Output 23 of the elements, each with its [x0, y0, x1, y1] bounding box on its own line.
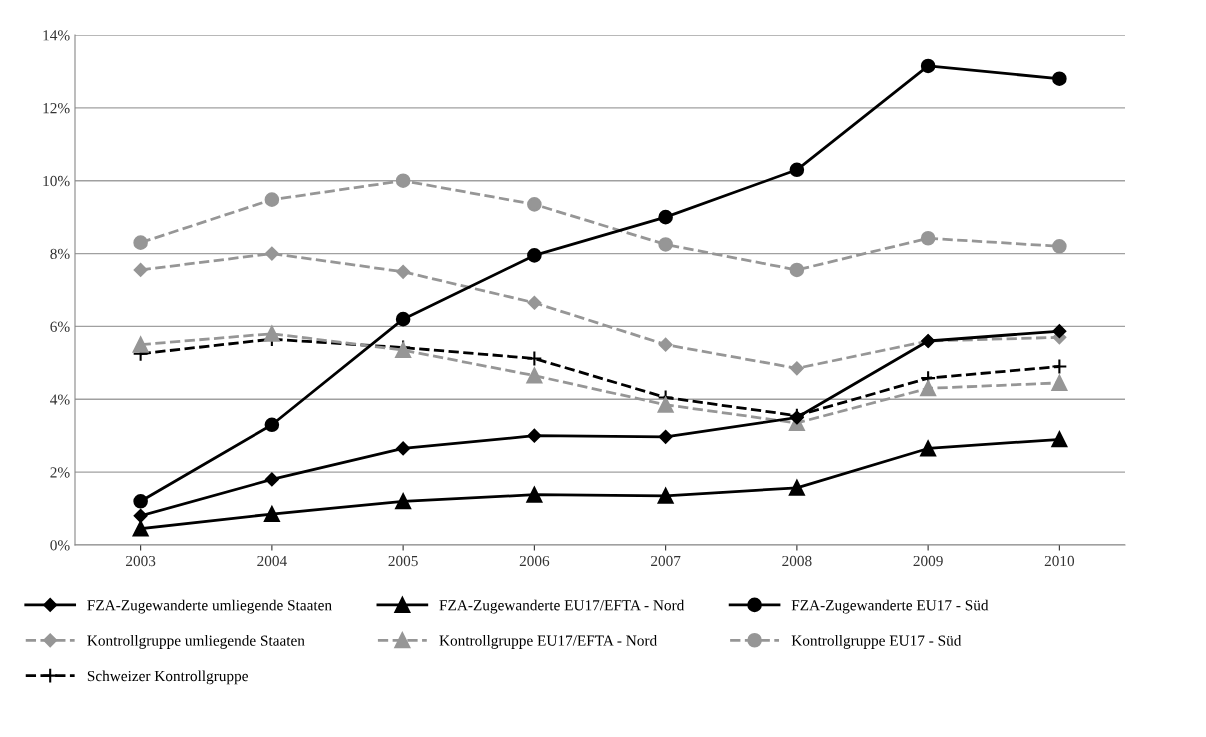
y-tick-label: 8% — [50, 248, 70, 260]
legend-label: Kontrollgruppe EU17 - Süd — [791, 635, 962, 649]
x-tick-label: 2006 — [519, 555, 550, 567]
x-tick-label: 2009 — [913, 555, 943, 567]
legend-label: Kontrollgruppe umliegende Staaten — [87, 635, 305, 649]
y-tick-label: 4% — [50, 394, 70, 405]
legend-label: FZA-Zugewanderte EU17/EFTA - Nord — [439, 599, 685, 614]
x-tick-label: 2010 — [1044, 555, 1075, 567]
legend-label: Schweizer Kontrollgruppe — [87, 670, 248, 685]
y-tick-label: 6% — [50, 321, 70, 332]
x-tick-label: 2005 — [388, 555, 418, 567]
x-tick-label: 2008 — [782, 555, 812, 567]
x-tick-label: 2003 — [126, 555, 156, 567]
y-tick-label: 12% — [43, 103, 70, 114]
x-tick-label: 2007 — [651, 555, 681, 567]
legend-label: FZA-Zugewanderte umliegende Staaten — [87, 599, 332, 614]
y-tick-label: 10% — [43, 175, 70, 187]
legend-label: FZA-Zugewanderte EU17 - Süd — [791, 599, 989, 614]
y-tick-label: 14% — [43, 30, 70, 41]
legend-label: Kontrollgruppe EU17/EFTA - Nord — [439, 635, 657, 649]
x-tick-label: 2004 — [257, 555, 287, 567]
y-tick-label: 0% — [50, 540, 70, 551]
y-tick-label: 2% — [50, 467, 70, 478]
